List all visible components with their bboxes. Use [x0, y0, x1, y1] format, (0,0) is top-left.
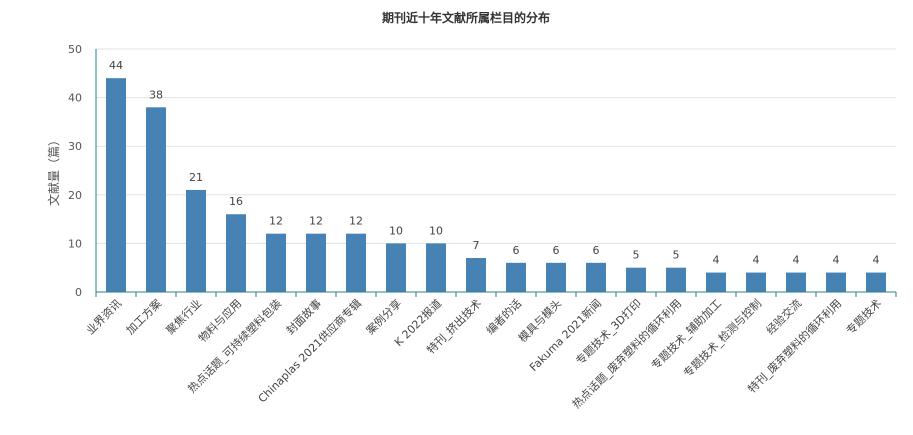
chart-title: 期刊近十年文献所属栏目的分布 [382, 10, 550, 25]
x-tick-label: 专题技术 [843, 296, 884, 337]
data-label: 38 [149, 88, 163, 101]
bar[interactable] [586, 262, 606, 292]
bar[interactable] [786, 272, 806, 292]
data-label: 10 [389, 224, 403, 237]
data-label: 6 [593, 244, 600, 257]
y-tick-label: 10 [68, 237, 82, 250]
bar[interactable] [106, 78, 126, 292]
data-label: 4 [753, 254, 760, 267]
bar[interactable] [146, 107, 166, 292]
data-label: 16 [229, 195, 243, 208]
y-tick-label: 50 [68, 43, 82, 56]
y-tick-label: 0 [75, 286, 82, 299]
bar[interactable] [266, 233, 286, 292]
bar[interactable] [506, 262, 526, 292]
bar[interactable] [746, 272, 766, 292]
bar[interactable] [466, 257, 486, 292]
x-tick-label: 专题技术_检测与控制 [680, 296, 764, 380]
data-label: 12 [309, 215, 323, 228]
x-tick-label: 封面故事 [283, 296, 324, 337]
x-tick-label: 专题技术_3D打印 [573, 296, 644, 367]
x-tick-label: 聚焦行业 [164, 297, 204, 337]
x-tick-label: 经验交流 [763, 296, 804, 337]
bar[interactable] [346, 233, 366, 292]
bars [106, 78, 886, 292]
data-label: 12 [269, 215, 283, 228]
y-tick-label: 40 [68, 92, 82, 105]
x-tick-label: 案例分享 [363, 296, 404, 337]
data-label: 4 [873, 254, 880, 267]
bar[interactable] [226, 214, 246, 292]
bar[interactable] [666, 267, 686, 292]
bar[interactable] [866, 272, 886, 292]
bar[interactable] [186, 189, 206, 292]
bar[interactable] [426, 243, 446, 292]
y-tick-label: 20 [68, 189, 82, 202]
data-label: 5 [633, 249, 640, 262]
data-label: 5 [673, 249, 680, 262]
bar[interactable] [386, 243, 406, 292]
data-label: 10 [429, 224, 443, 237]
data-label: 21 [189, 171, 203, 184]
data-label: 4 [793, 254, 800, 267]
x-tick-label: 业界资讯 [84, 297, 124, 337]
x-tick-label: 加工方案 [123, 296, 164, 337]
grid-lines [96, 48, 896, 244]
x-tick-label: Fakuma 2021新闻 [526, 296, 604, 374]
x-tick-label: 编者的话 [483, 296, 524, 337]
bar[interactable] [546, 262, 566, 292]
data-label: 4 [713, 254, 720, 267]
x-tick-label: 专题技术_辅助加工 [648, 296, 724, 372]
data-label: 12 [349, 215, 363, 228]
y-axis-label: 文献量（篇） [46, 134, 61, 206]
data-label: 6 [513, 244, 520, 257]
data-label: 4 [833, 254, 840, 267]
bar[interactable] [826, 272, 846, 292]
bar[interactable] [306, 233, 326, 292]
data-label: 44 [109, 59, 123, 72]
data-label: 7 [473, 239, 480, 252]
bar[interactable] [626, 267, 646, 292]
y-tick-label: 30 [68, 140, 82, 153]
bar[interactable] [706, 272, 726, 292]
data-label: 6 [553, 244, 560, 257]
